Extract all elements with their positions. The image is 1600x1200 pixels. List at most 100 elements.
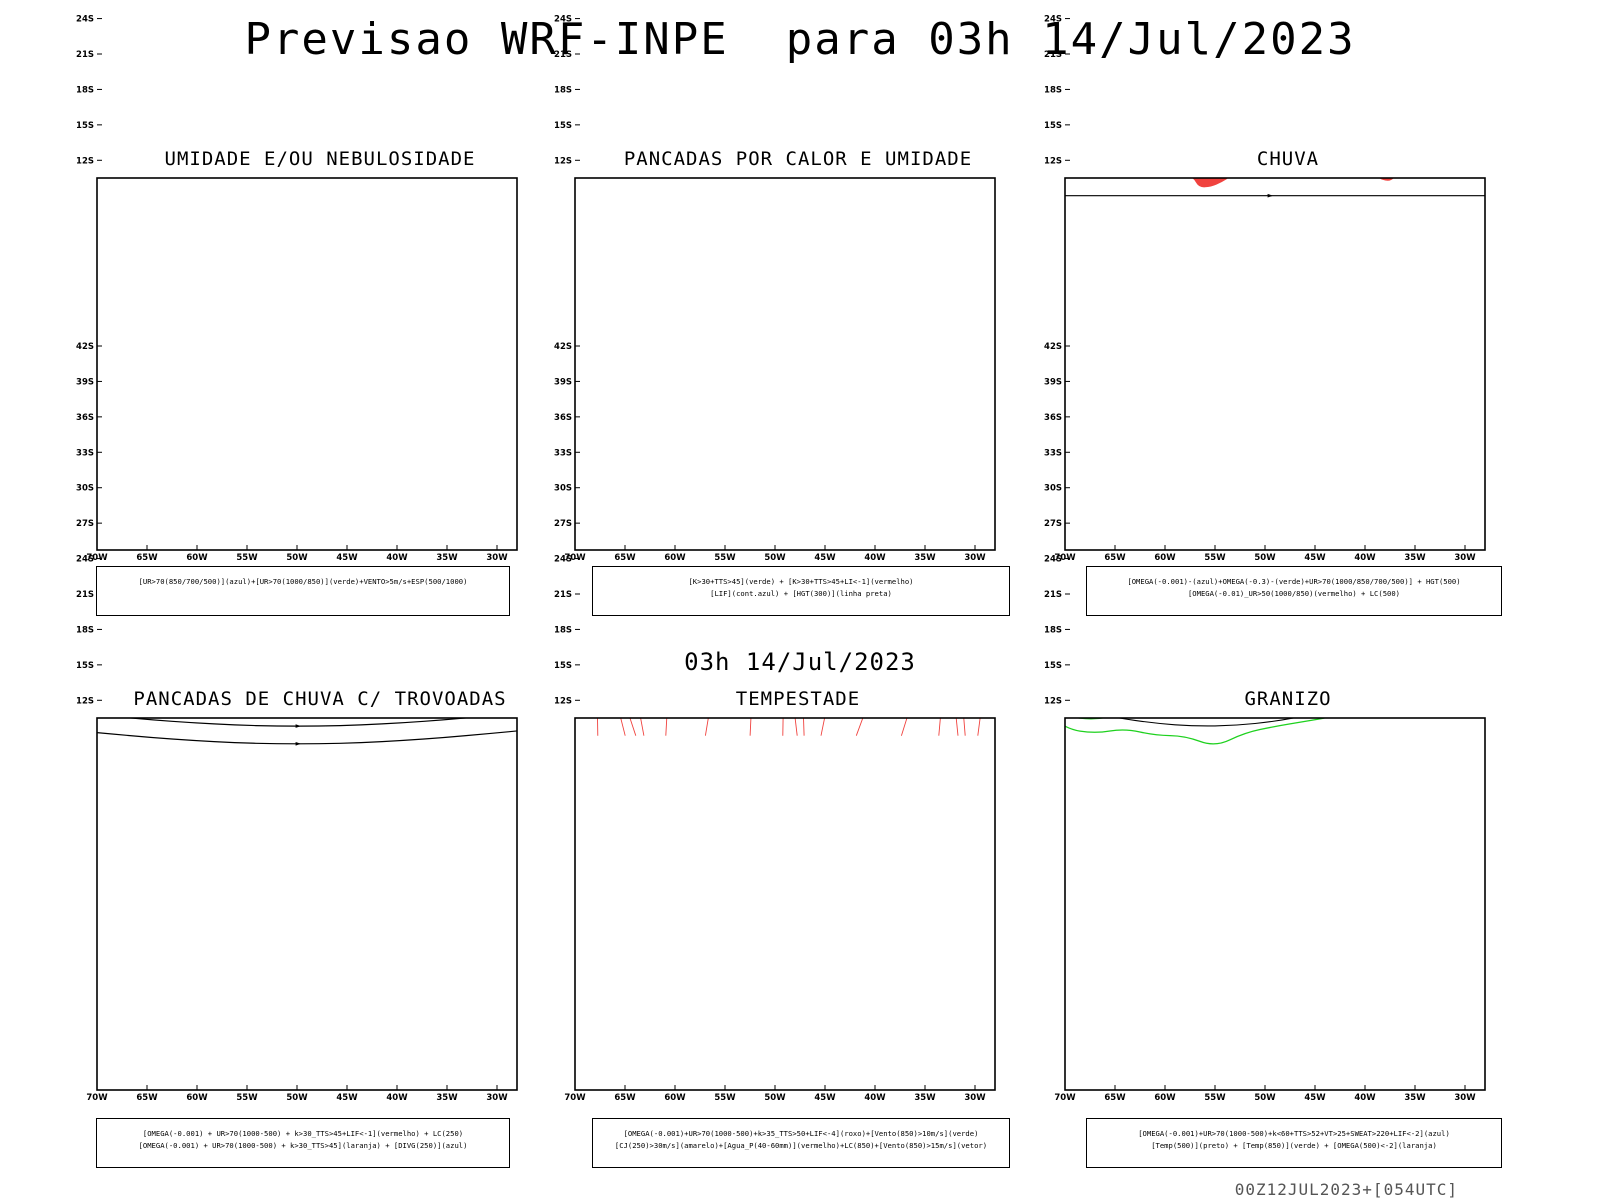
wind-vector-head [400,124,403,127]
wind-vector-head [302,134,305,137]
lon-label: 55W [714,553,736,563]
lon-label: 65W [136,1093,158,1103]
wind-vector-head [738,636,741,639]
state-border [898,178,900,179]
wind-vector [303,117,305,133]
wind-vector-head [310,85,313,88]
lon-label: 50W [1254,553,1276,563]
wind-vector-head [319,129,322,132]
map-umidade: 1012101210161020102410241020101210081004… [76,15,518,563]
heat-cell [791,96,794,98]
wind-vector [509,114,525,118]
lake-marker [816,638,824,644]
contour-label-bg [308,134,326,142]
contour-label-bg [601,113,619,121]
lon-label: 50W [764,1093,786,1103]
rain-omega-cell [1067,148,1069,152]
lat-label: 21S [76,590,94,600]
legend-pancadas-calor: [K>30+TTS>45](verde) + [K>30+TTS>45+LI<-… [592,566,1010,616]
wind-vector [396,99,410,105]
contour-line [205,101,242,135]
lat-label: 18S [1044,85,1062,95]
state-border [1253,94,1305,151]
lat-label: 42S [554,342,572,352]
wind-vector-head [396,123,399,126]
state-border [420,718,422,719]
contour-line [493,77,505,102]
contour-label-bg [1261,2,1279,10]
lat-label: 36S [554,413,572,423]
wind-vector-head [484,10,487,13]
lat-label: 18S [1044,625,1062,635]
lon-label: 45W [814,1093,836,1103]
wind-vector [430,96,443,102]
state-border [420,178,422,179]
rain-omega-cell [1068,135,1070,138]
contour-line [67,0,517,10]
wind-vector-head [466,124,469,127]
streamline [1045,0,1495,7]
wind-vector [390,79,399,86]
lon-label: 40W [1354,1093,1376,1103]
contour-label: 9280 [785,5,805,13]
rain-omega-cell [1079,150,1081,152]
wind-vector [968,631,970,647]
wind-vector [301,123,303,137]
heat-cell [614,150,618,153]
wind-vector [277,0,280,15]
rain-area [1378,178,1394,181]
lat-label: 30S [76,484,94,494]
temp850-contour [1065,718,1327,745]
rain-omega-cell [1083,129,1085,132]
lon-label: 35W [1404,553,1426,563]
rain-area [1436,83,1509,139]
lat-label: 24S [554,555,572,565]
wind-vector [364,0,366,6]
wind-vector [464,70,472,77]
state-border [195,87,295,151]
state-border [1305,66,1363,133]
wind-vector-head [867,644,870,647]
rain-omega-cell [1077,149,1079,151]
wind-vector [400,84,411,91]
contour-label: 9600 [865,109,885,117]
lon-label: 30W [486,1093,508,1103]
wind-vector [346,127,348,138]
lon-label: 55W [236,553,258,563]
lat-label: 36S [1044,413,1062,423]
wind-vector-head [416,87,419,90]
lon-label: 70W [86,553,108,563]
lon-label: 35W [914,553,936,563]
lon-label: 30W [964,553,986,563]
run-stamp: 00Z12JUL2023+[054UTC] [1234,1180,1458,1199]
lat-label: 18S [554,85,572,95]
lon-label: 45W [1304,1093,1326,1103]
wind-vector-head [437,126,440,129]
heat-cell [850,90,854,92]
wind-vector-head [414,78,417,81]
wind-vector [315,95,317,108]
lat-label: 27S [1044,519,1062,529]
contour-label-bg [866,108,884,116]
wind-vector-head [304,87,307,90]
streamline [1045,107,1495,139]
wind-vector-head [290,65,293,68]
lon-label: 60W [186,553,208,563]
wind-vector [372,67,383,77]
contour-label: 1020 [167,83,187,91]
panel-title: GRANIZO [1244,688,1332,710]
rain-omega-cell [1080,136,1084,138]
lat-label: 21S [554,50,572,60]
lon-label: 65W [614,553,636,563]
state-border [815,66,873,133]
contour-label-bg [158,167,176,175]
rain-area [1192,178,1229,188]
legend-line: [OMEGA(-0.001) + UR>70(1000-500) + k>30_… [142,1129,464,1138]
wind-vector-head [331,126,334,129]
wind-vector-head [452,92,455,95]
wind-vector-head [299,95,302,98]
wind-vector-head [449,118,452,121]
wind-vector-head [411,65,414,68]
contour-line [350,138,385,163]
heat-cell [782,98,784,100]
